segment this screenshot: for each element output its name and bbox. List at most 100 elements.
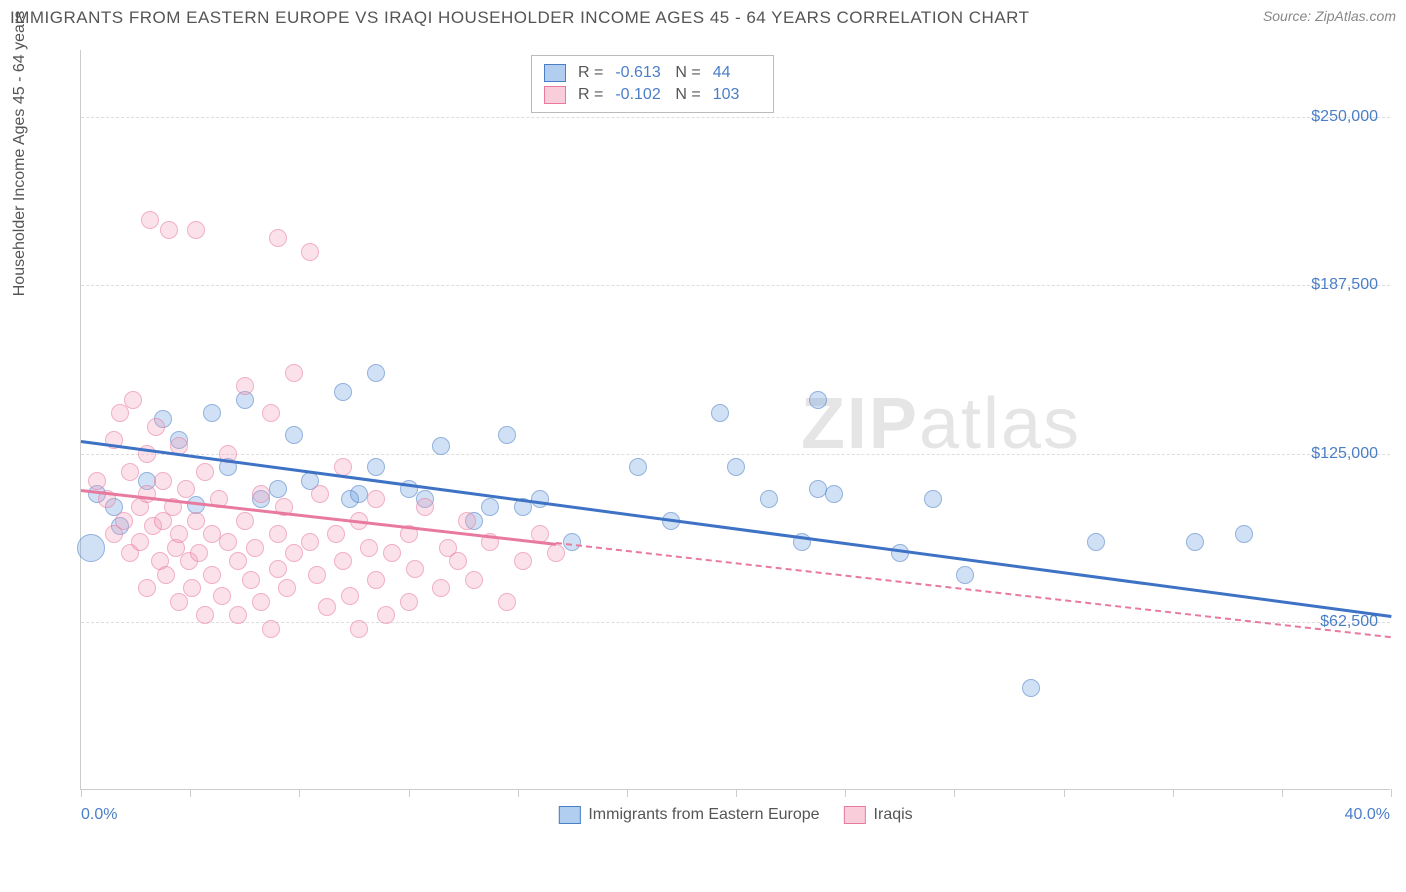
scatter-point bbox=[170, 525, 188, 543]
n-label-2: N = bbox=[675, 86, 700, 104]
scatter-point bbox=[170, 593, 188, 611]
x-axis-label-max: 40.0% bbox=[1345, 806, 1390, 824]
scatter-point bbox=[383, 544, 401, 562]
scatter-point bbox=[809, 480, 827, 498]
scatter-point bbox=[498, 426, 516, 444]
gridline bbox=[81, 454, 1390, 455]
y-tick-label: $250,000 bbox=[1311, 108, 1378, 126]
scatter-point bbox=[547, 544, 565, 562]
x-tick bbox=[954, 789, 955, 797]
scatter-point bbox=[262, 620, 280, 638]
y-tick-label: $187,500 bbox=[1311, 276, 1378, 294]
scatter-point bbox=[236, 512, 254, 530]
scatter-point bbox=[77, 534, 105, 562]
scatter-point bbox=[1235, 525, 1253, 543]
scatter-point bbox=[131, 533, 149, 551]
scatter-point bbox=[203, 404, 221, 422]
scatter-point bbox=[377, 606, 395, 624]
scatter-point bbox=[367, 364, 385, 382]
scatter-point bbox=[629, 458, 647, 476]
r-label-2: R = bbox=[578, 86, 603, 104]
n-value-1: 44 bbox=[713, 64, 761, 82]
x-axis-label-min: 0.0% bbox=[81, 806, 117, 824]
scatter-point bbox=[311, 485, 329, 503]
scatter-point bbox=[308, 566, 326, 584]
scatter-point bbox=[727, 458, 745, 476]
scatter-point bbox=[160, 221, 178, 239]
scatter-point bbox=[269, 229, 287, 247]
scatter-point bbox=[262, 404, 280, 422]
scatter-point bbox=[400, 593, 418, 611]
scatter-point bbox=[236, 377, 254, 395]
chart-container: IMMIGRANTS FROM EASTERN EUROPE VS IRAQI … bbox=[0, 0, 1406, 892]
scatter-point bbox=[711, 404, 729, 422]
scatter-point bbox=[318, 598, 336, 616]
scatter-point bbox=[242, 571, 260, 589]
scatter-point bbox=[203, 566, 221, 584]
chart-title: IMMIGRANTS FROM EASTERN EUROPE VS IRAQI … bbox=[10, 8, 1030, 28]
scatter-point bbox=[88, 472, 106, 490]
scatter-point bbox=[327, 525, 345, 543]
scatter-point bbox=[269, 560, 287, 578]
scatter-point bbox=[367, 571, 385, 589]
chart-source: Source: ZipAtlas.com bbox=[1263, 8, 1396, 24]
gridline bbox=[81, 285, 1390, 286]
x-tick bbox=[1064, 789, 1065, 797]
scatter-point bbox=[341, 587, 359, 605]
scatter-point bbox=[367, 458, 385, 476]
x-tick bbox=[1391, 789, 1392, 797]
scatter-point bbox=[141, 211, 159, 229]
x-tick bbox=[409, 789, 410, 797]
scatter-point bbox=[285, 426, 303, 444]
scatter-point bbox=[1087, 533, 1105, 551]
scatter-point bbox=[334, 383, 352, 401]
legend-swatch-blue bbox=[558, 806, 580, 824]
scatter-point bbox=[285, 364, 303, 382]
scatter-point bbox=[196, 463, 214, 481]
scatter-point bbox=[360, 539, 378, 557]
scatter-point bbox=[350, 485, 368, 503]
scatter-point bbox=[213, 587, 231, 605]
scatter-point bbox=[432, 579, 450, 597]
scatter-point bbox=[432, 437, 450, 455]
chart-area: Householder Income Ages 45 - 64 years ZI… bbox=[50, 50, 1390, 810]
scatter-point bbox=[229, 552, 247, 570]
scatter-point bbox=[809, 391, 827, 409]
scatter-point bbox=[187, 512, 205, 530]
scatter-point bbox=[891, 544, 909, 562]
scatter-point bbox=[285, 544, 303, 562]
scatter-point bbox=[138, 579, 156, 597]
legend: Immigrants from Eastern Europe Iraqis bbox=[558, 806, 912, 824]
scatter-point bbox=[203, 525, 221, 543]
gridline bbox=[81, 117, 1390, 118]
legend-label-2: Iraqis bbox=[874, 806, 913, 824]
scatter-point bbox=[124, 391, 142, 409]
scatter-point bbox=[301, 243, 319, 261]
r-value-2: -0.102 bbox=[615, 86, 663, 104]
y-axis-title: Householder Income Ages 45 - 64 years bbox=[11, 11, 29, 297]
scatter-point bbox=[278, 579, 296, 597]
x-tick bbox=[81, 789, 82, 797]
n-value-2: 103 bbox=[713, 86, 761, 104]
scatter-point bbox=[514, 552, 532, 570]
watermark-light: atlas bbox=[919, 384, 1081, 464]
legend-item-2: Iraqis bbox=[844, 806, 913, 824]
scatter-point bbox=[187, 221, 205, 239]
scatter-point bbox=[367, 490, 385, 508]
swatch-blue bbox=[544, 64, 566, 82]
x-tick bbox=[299, 789, 300, 797]
scatter-point bbox=[956, 566, 974, 584]
scatter-point bbox=[1186, 533, 1204, 551]
x-tick bbox=[190, 789, 191, 797]
legend-swatch-pink bbox=[844, 806, 866, 824]
scatter-point bbox=[449, 552, 467, 570]
scatter-point bbox=[1022, 679, 1040, 697]
scatter-point bbox=[416, 498, 434, 516]
scatter-point bbox=[154, 472, 172, 490]
scatter-point bbox=[111, 404, 129, 422]
scatter-point bbox=[121, 463, 139, 481]
scatter-point bbox=[229, 606, 247, 624]
scatter-point bbox=[406, 560, 424, 578]
scatter-point bbox=[924, 490, 942, 508]
scatter-point bbox=[177, 480, 195, 498]
